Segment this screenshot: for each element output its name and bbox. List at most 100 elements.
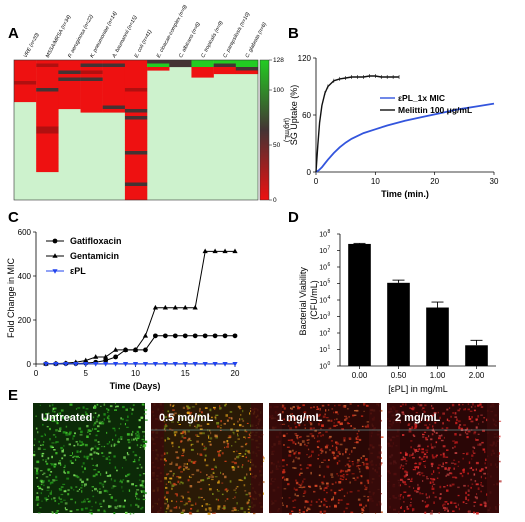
heatmap-cell — [102, 88, 126, 92]
heatmap-strain-labels: VRE (n=20) MSSA/MRSA (n=34)P. aeruginosa … — [23, 4, 269, 60]
heatmap-cell — [36, 74, 59, 78]
heatmap-cell — [80, 63, 103, 68]
d-y-tick-exponent: 1 — [328, 345, 331, 351]
c-data-point — [192, 361, 198, 367]
heatmap-cell — [235, 70, 259, 75]
c-data-point — [122, 361, 129, 367]
heatmap-cell — [124, 130, 148, 134]
heatmap-cell — [36, 140, 59, 145]
heatmap-cell — [36, 102, 59, 106]
strain-label: C. albicans (n=6) — [178, 21, 202, 59]
heatmap-cell — [102, 105, 126, 110]
heatmap-cell — [102, 70, 126, 75]
heatmap-cell — [124, 77, 148, 82]
heatmap-cell — [14, 74, 37, 78]
c-data-point — [63, 361, 69, 367]
heatmap-cell — [80, 88, 103, 92]
heatmap-cell — [80, 95, 103, 99]
heatmap-cell — [58, 81, 81, 85]
heatmap-panel: VRE (n=20) MSSA/MRSA (n=34)P. aeruginosa … — [13, 4, 290, 204]
c-data-point — [232, 333, 238, 339]
c-data-point — [152, 361, 158, 367]
c-data-point — [103, 354, 109, 359]
microscopy-label: 1 mg/mL — [277, 412, 323, 424]
c-data-point — [143, 347, 148, 353]
heatmap-cell — [124, 179, 148, 183]
heatmap-cell — [14, 63, 37, 68]
heatmap-cell — [124, 165, 148, 169]
c-data-point — [93, 361, 99, 367]
colorbar-tick-label: 0 — [273, 197, 277, 204]
c-data-point — [202, 248, 208, 254]
d-y-tick-exponent: 4 — [328, 295, 331, 301]
c-data-point — [73, 361, 79, 367]
heatmap-cell — [14, 67, 37, 71]
heatmap-cell — [58, 84, 81, 89]
c-legend-label: εPL — [70, 266, 86, 276]
c-data-point — [83, 357, 89, 363]
heatmap-cell — [235, 67, 259, 71]
c-data-point — [53, 361, 59, 367]
heatmap-cell — [124, 196, 148, 201]
c-y-label: Fold Change in MIC — [6, 257, 16, 338]
heatmap-cell — [124, 95, 148, 99]
b-y-tick-label: 60 — [302, 111, 311, 120]
heatmap-cell — [58, 105, 81, 110]
heatmap-frame — [13, 59, 259, 201]
colorbar-ticks: 128 100 50 0 — [269, 57, 284, 204]
heatmap-cell — [124, 123, 148, 127]
microscopy-image: 2 mg/mL — [387, 403, 502, 515]
c-x-tick-label: 5 — [84, 369, 89, 378]
heatmap-cells — [14, 60, 259, 201]
heatmap-cell — [58, 60, 81, 64]
b-x-tick-label: 20 — [430, 177, 439, 186]
heatmap-cell — [102, 84, 126, 89]
heatmap-cell — [36, 77, 59, 82]
c-data-point — [222, 333, 228, 339]
orthogonal-view-side — [151, 403, 164, 513]
c-data-point — [172, 361, 178, 367]
b-y-label: SG Uptake (%) — [289, 85, 299, 146]
c-data-point — [162, 333, 168, 339]
heatmap-cell — [124, 158, 148, 162]
c-series — [43, 248, 238, 367]
heatmap-cell — [124, 144, 148, 148]
heatmap-cell — [36, 67, 59, 71]
d-y-tick-exponent: 3 — [328, 312, 331, 318]
heatmap-cell — [80, 105, 103, 110]
c-data-point — [172, 333, 178, 339]
c-data-point — [182, 304, 188, 310]
c-data-point — [232, 361, 238, 367]
heatmap-cell — [36, 158, 59, 162]
heatmap-cell — [80, 70, 103, 75]
heatmap-cell — [124, 133, 148, 138]
d-y-tick-label: 10 — [319, 331, 327, 338]
c-x-label: Time (Days) — [110, 381, 161, 391]
b-series-line — [315, 102, 495, 173]
heatmap-cell — [191, 67, 214, 71]
heatmap-cell — [124, 175, 148, 180]
heatmap-cell — [191, 63, 214, 68]
b-series-line — [315, 75, 400, 173]
heatmap-cell — [124, 151, 148, 155]
heatmap-cell — [102, 81, 126, 85]
d-y-label-line1: Bacterial Viability — [298, 267, 308, 336]
heatmap-cell — [235, 60, 259, 64]
c-data-point — [113, 347, 119, 352]
d-y-tick-exponent: 0 — [328, 361, 331, 367]
heatmap-cell — [36, 123, 59, 127]
heatmap-cell — [80, 109, 103, 113]
c-data-point — [142, 333, 149, 338]
d-bar — [348, 243, 371, 366]
panel-letter-c: C — [8, 209, 19, 226]
heatmap-cell — [14, 84, 37, 89]
heatmap-cell — [58, 95, 81, 99]
colorbar-label: (μg/mL) — [283, 118, 290, 142]
heatmap-cell — [102, 109, 126, 113]
b-legend-label: εPL_1x MIC — [398, 93, 445, 103]
b-y-tick-label: 0 — [307, 168, 312, 177]
heatmap-cell — [147, 60, 170, 64]
b-x-tick-label: 0 — [314, 177, 319, 186]
heatmap-cell — [124, 154, 148, 159]
